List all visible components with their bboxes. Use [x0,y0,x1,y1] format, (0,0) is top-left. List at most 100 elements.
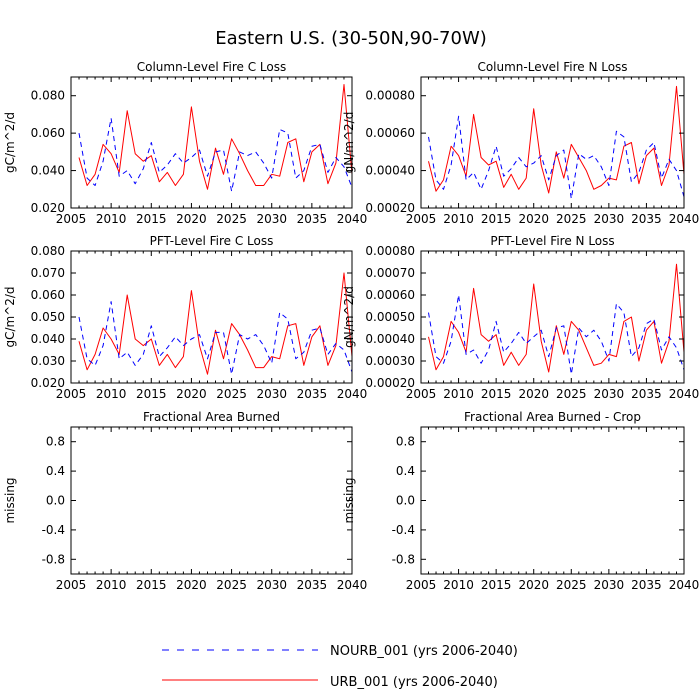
y-tick-label: 0.0 [396,494,415,508]
y-tick-label: 0.040 [31,332,65,346]
series-line-nourb-001 [78,117,353,192]
plot-frame [420,426,685,575]
y-tick-label: 0.060 [31,288,65,302]
series-line-urb-001 [78,84,353,190]
x-tick-label: 2005 [406,387,437,401]
x-tick-label: 2040 [337,578,368,592]
x-tick-label: 2035 [631,387,662,401]
chart-title: Fractional Area Burned [143,410,280,424]
x-tick-label: 2015 [481,387,512,401]
y-tick-label: 0.00020 [365,376,415,390]
figure-title: Eastern U.S. (30-50N,90-70W) [215,28,487,49]
y-tick-label: 0.4 [396,464,415,478]
x-tick-label: 2025 [556,578,587,592]
y-axis-label: gC/m^2/d [3,112,17,173]
series-line-nourb-001 [428,294,685,375]
x-tick-label: 2010 [443,578,474,592]
x-tick-label: 2025 [216,578,247,592]
y-axis-label: gN/m^2/d [342,112,356,174]
y-tick-label: 0.00020 [365,201,415,215]
x-tick-label: 2030 [256,387,287,401]
chart-title: Fractional Area Burned - Crop [464,410,641,424]
y-tick-label: 0.070 [31,266,65,280]
y-axis-label: missing [342,477,356,523]
y-tick-label: 0.00080 [365,89,415,103]
plot-frame [70,426,353,575]
x-tick-label: 2035 [631,212,662,226]
series-line-nourb-001 [78,301,353,375]
series-line-nourb-001 [428,115,685,200]
x-tick-label: 2035 [297,387,328,401]
y-tick-label: 0.00030 [365,354,415,368]
x-tick-label: 2010 [96,212,127,226]
x-tick-label: 2020 [518,387,549,401]
chart-panel-1: Column-Level Fire C Loss 2005 2010 2015 2020… [3,60,367,226]
x-tick-label: 2020 [176,387,207,401]
x-tick-label: 2005 [56,578,87,592]
x-tick-label: 2015 [136,387,167,401]
y-tick-label: 0.00040 [365,332,415,346]
y-tick-label: 0.040 [31,164,65,178]
x-tick-label: 2040 [669,212,700,226]
x-tick-label: 2005 [56,212,87,226]
x-tick-label: 2040 [337,212,368,226]
x-tick-label: 2015 [136,212,167,226]
legend-nourb-label: NOURB_001 (yrs 2006-2040) [330,644,518,659]
y-tick-label: 0.050 [31,310,65,324]
chart-title: PFT-Level Fire C Loss [150,234,274,248]
chart-panel-3: PFT-Level Fire C Loss 2005 2010 2015 2020 202… [3,234,367,401]
x-tick-label: 2020 [518,578,549,592]
x-tick-label: 2025 [216,387,247,401]
x-tick-label: 2020 [518,212,549,226]
y-tick-label: 0.00040 [365,164,415,178]
x-tick-label: 2040 [337,387,368,401]
x-tick-label: 2005 [56,387,87,401]
series-line-urb-001 [428,263,685,373]
plot-frame [70,250,353,384]
y-tick-label: -0.4 [392,523,415,537]
x-tick-label: 2040 [669,387,700,401]
y-tick-label: -0.8 [392,552,415,566]
x-tick-label: 2020 [176,578,207,592]
y-tick-label: 0.00080 [365,244,415,258]
y-tick-label: 0.00050 [365,310,415,324]
y-tick-label: 0.080 [31,89,65,103]
x-tick-label: 2010 [96,387,127,401]
x-tick-label: 2030 [594,387,625,401]
y-tick-label: 0.8 [46,435,65,449]
y-tick-label: 0.080 [31,244,65,258]
x-tick-label: 2015 [481,212,512,226]
y-tick-label: -0.4 [42,523,65,537]
y-tick-label: 0.00060 [365,126,415,140]
y-tick-label: 0.00060 [365,288,415,302]
chart-panel-4: PFT-Level Fire N Loss 2005 2010 2015 2020 202… [342,234,699,401]
x-tick-label: 2025 [216,212,247,226]
x-tick-label: 2005 [406,578,437,592]
y-tick-label: -0.8 [42,552,65,566]
y-tick-label: 0.020 [31,201,65,215]
y-axis-label: gC/m^2/d [3,286,17,347]
x-tick-label: 2005 [406,212,437,226]
y-tick-label: 0.4 [46,464,65,478]
y-tick-label: 0.060 [31,126,65,140]
x-tick-label: 2040 [669,578,700,592]
x-tick-label: 2035 [297,578,328,592]
x-tick-label: 2010 [443,387,474,401]
x-tick-label: 2030 [256,212,287,226]
x-tick-label: 2030 [594,212,625,226]
y-tick-label: 0.8 [396,435,415,449]
x-tick-label: 2015 [136,578,167,592]
chart-panel-2: Column-Level Fire N Loss 2005 2010 2015 2020… [342,60,699,226]
y-axis-label: missing [3,477,17,523]
series-line-urb-001 [78,272,353,375]
x-tick-label: 2030 [594,578,625,592]
x-tick-label: 2035 [631,578,662,592]
x-tick-label: 2010 [443,212,474,226]
x-tick-label: 2020 [176,212,207,226]
chart-title: Column-Level Fire C Loss [137,60,287,74]
y-axis-label: gN/m^2/d [342,286,356,348]
x-tick-label: 2025 [556,212,587,226]
y-tick-label: 0.030 [31,354,65,368]
y-tick-label: 0.00070 [365,266,415,280]
